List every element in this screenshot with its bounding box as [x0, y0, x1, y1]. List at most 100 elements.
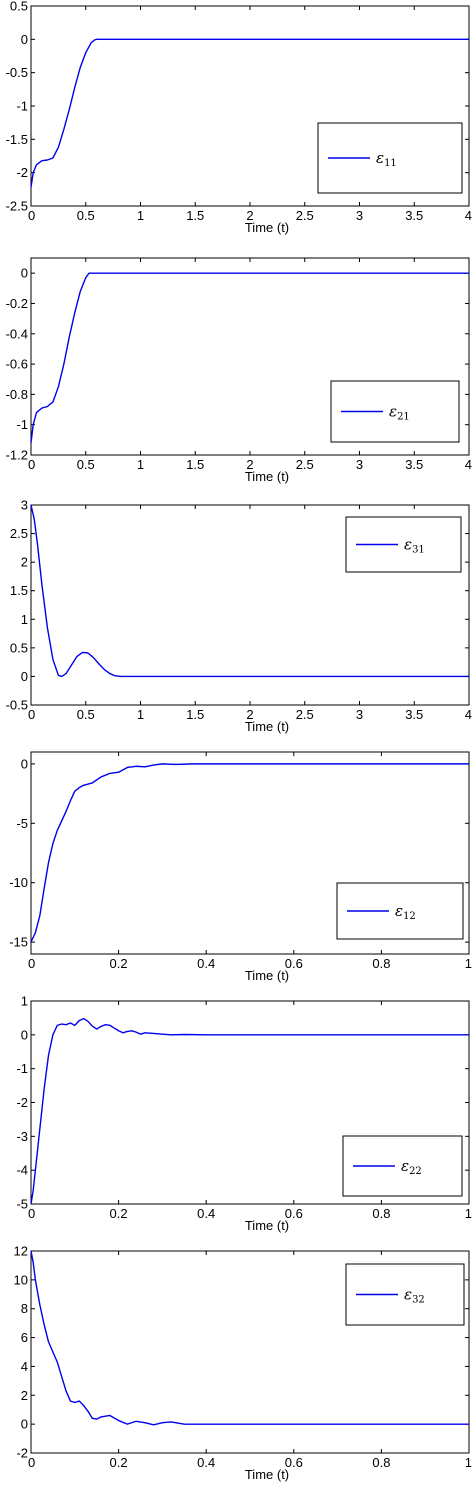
legend-symbol: ε [404, 1286, 412, 1304]
x-tick-label: 2.5 [296, 457, 314, 472]
series-line [30, 763, 469, 943]
y-tick-label: -2 [16, 165, 28, 180]
y-tick-label: 0 [21, 669, 28, 684]
y-tick-label: -0.6 [6, 357, 28, 372]
y-tick-label: -0.2 [6, 296, 28, 311]
x-tick-label: 1.5 [186, 707, 204, 722]
y-tick-label: -0.8 [6, 387, 28, 402]
chart-panel-2: 0 0.5 1 1.5 2 2.5 3 3.5 4 -1.2 -1 -0.8 -0.6 -0.4 -0.2 0… [6, 257, 472, 484]
legend: ε11 [317, 122, 463, 194]
x-tick-label: 0.8 [372, 1455, 390, 1470]
chart-panel-1: 0 0.5 1 1.5 2 2.5 3 3.5 4 -2.5 -2 -1.5 -1 -0.5 0 0.5 Tim… [6, 0, 472, 235]
legend-label: ε11 [376, 149, 397, 169]
plot-frame [30, 751, 470, 955]
x-axis-label: Time (t) [245, 469, 289, 484]
x-tick-label: 0 [28, 956, 35, 971]
x-axis-label: Time (t) [245, 1467, 289, 1482]
y-tick-label: -10 [9, 875, 28, 890]
x-axis-label: Time (t) [245, 968, 289, 983]
x-axis-label: Time (t) [245, 1218, 289, 1233]
y-tick-label: 6 [21, 1330, 28, 1345]
legend-label: ε22 [401, 1157, 422, 1177]
x-tick-label: 0 [28, 707, 35, 722]
x-tick-label: 0 [28, 457, 35, 472]
x-tick-label: 3 [356, 208, 363, 223]
x-tick-label: 0.2 [110, 956, 128, 971]
series-line [30, 1017, 469, 1205]
y-tick-label: 4 [21, 1359, 28, 1374]
y-tick-label: -2.5 [6, 199, 28, 214]
y-tick-label: -2 [16, 1095, 28, 1110]
y-tick-label: -1 [16, 1061, 28, 1076]
y-tick-label: -1.2 [6, 448, 28, 463]
legend-label: ε31 [404, 536, 425, 556]
y-tick-label: -0.5 [6, 65, 28, 80]
x-tick-label: 2 [246, 457, 253, 472]
y-tick-label: 0 [21, 1417, 28, 1432]
x-tick-label: 0.4 [197, 956, 215, 971]
x-tick-label: 2.5 [296, 707, 314, 722]
x-tick-label: 1 [137, 208, 144, 223]
y-tick-label: 1 [21, 612, 28, 627]
y-tick-label: -0.4 [6, 326, 28, 341]
y-tick-label: 0 [21, 1027, 28, 1042]
series-line [30, 504, 469, 678]
x-tick-label: 3.5 [405, 208, 423, 223]
legend: ε31 [345, 516, 462, 573]
x-tick-label: 1 [137, 707, 144, 722]
chart-panel-5: 0 0.2 0.4 0.6 0.8 1 -5 -4 -3 -2 -1 0 1 Time (t) ε22 [16, 994, 472, 1234]
legend: ε12 [336, 882, 464, 940]
y-tick-label: 0 [21, 266, 28, 281]
y-tick-label: 12 [14, 1244, 28, 1259]
y-tick-label: -3 [16, 1129, 28, 1144]
x-tick-label: 0.6 [285, 956, 303, 971]
x-tick-label: 1.5 [186, 457, 204, 472]
y-tick-label: 2 [21, 1388, 28, 1403]
y-tick-label: -0.5 [6, 698, 28, 713]
x-tick-label: 0 [28, 208, 35, 223]
y-tick-label: 10 [14, 1272, 28, 1287]
x-tick-label: 1 [465, 1206, 472, 1221]
y-tick-label: 0.5 [10, 0, 28, 14]
x-tick-label: 0.8 [372, 956, 390, 971]
x-tick-label: 0.4 [197, 1455, 215, 1470]
y-tick-label: 2.5 [10, 526, 28, 541]
x-tick-label: 3 [356, 707, 363, 722]
legend-subscript: 11 [384, 158, 397, 169]
x-axis-label: Time (t) [245, 719, 289, 734]
legend-subscript: 31 [412, 545, 425, 556]
chart-panel-4: 0 0.2 0.4 0.6 0.8 1 -15 -10 -5 0 Time (t) ε12 [9, 751, 472, 983]
y-tick-label: 1 [21, 994, 28, 1009]
y-tick-label: 0.5 [10, 640, 28, 655]
legend-box [317, 122, 463, 194]
legend-symbol: ε [389, 403, 397, 421]
x-tick-label: 3.5 [405, 457, 423, 472]
legend-symbol: ε [401, 1157, 409, 1175]
legend-label: ε12 [395, 902, 416, 922]
x-tick-label: 4 [465, 707, 472, 722]
legend-subscript: 12 [403, 911, 416, 922]
x-tick-label: 4 [465, 457, 472, 472]
x-tick-label: 3 [356, 457, 363, 472]
legend-symbol: ε [404, 536, 412, 554]
x-tick-label: 1.5 [186, 208, 204, 223]
y-tick-label: -1.5 [6, 132, 28, 147]
x-tick-label: 0.2 [110, 1455, 128, 1470]
y-tick-label: -2 [16, 1446, 28, 1461]
y-tick-label: -15 [9, 935, 28, 950]
y-tick-label: 3 [21, 498, 28, 513]
x-tick-label: 0.8 [372, 1206, 390, 1221]
plot-frame [30, 1250, 470, 1454]
legend: ε21 [330, 380, 460, 443]
x-tick-label: 1 [465, 956, 472, 971]
x-tick-label: 0.6 [285, 1206, 303, 1221]
x-tick-label: 1 [137, 457, 144, 472]
legend-subscript: 22 [409, 1166, 422, 1177]
x-tick-label: 4 [465, 208, 472, 223]
x-tick-label: 0.5 [77, 457, 95, 472]
y-tick-label: -5 [16, 816, 28, 831]
y-tick-label: 2 [21, 555, 28, 570]
y-tick-label: -5 [16, 1197, 28, 1212]
x-tick-label: 1 [465, 1455, 472, 1470]
